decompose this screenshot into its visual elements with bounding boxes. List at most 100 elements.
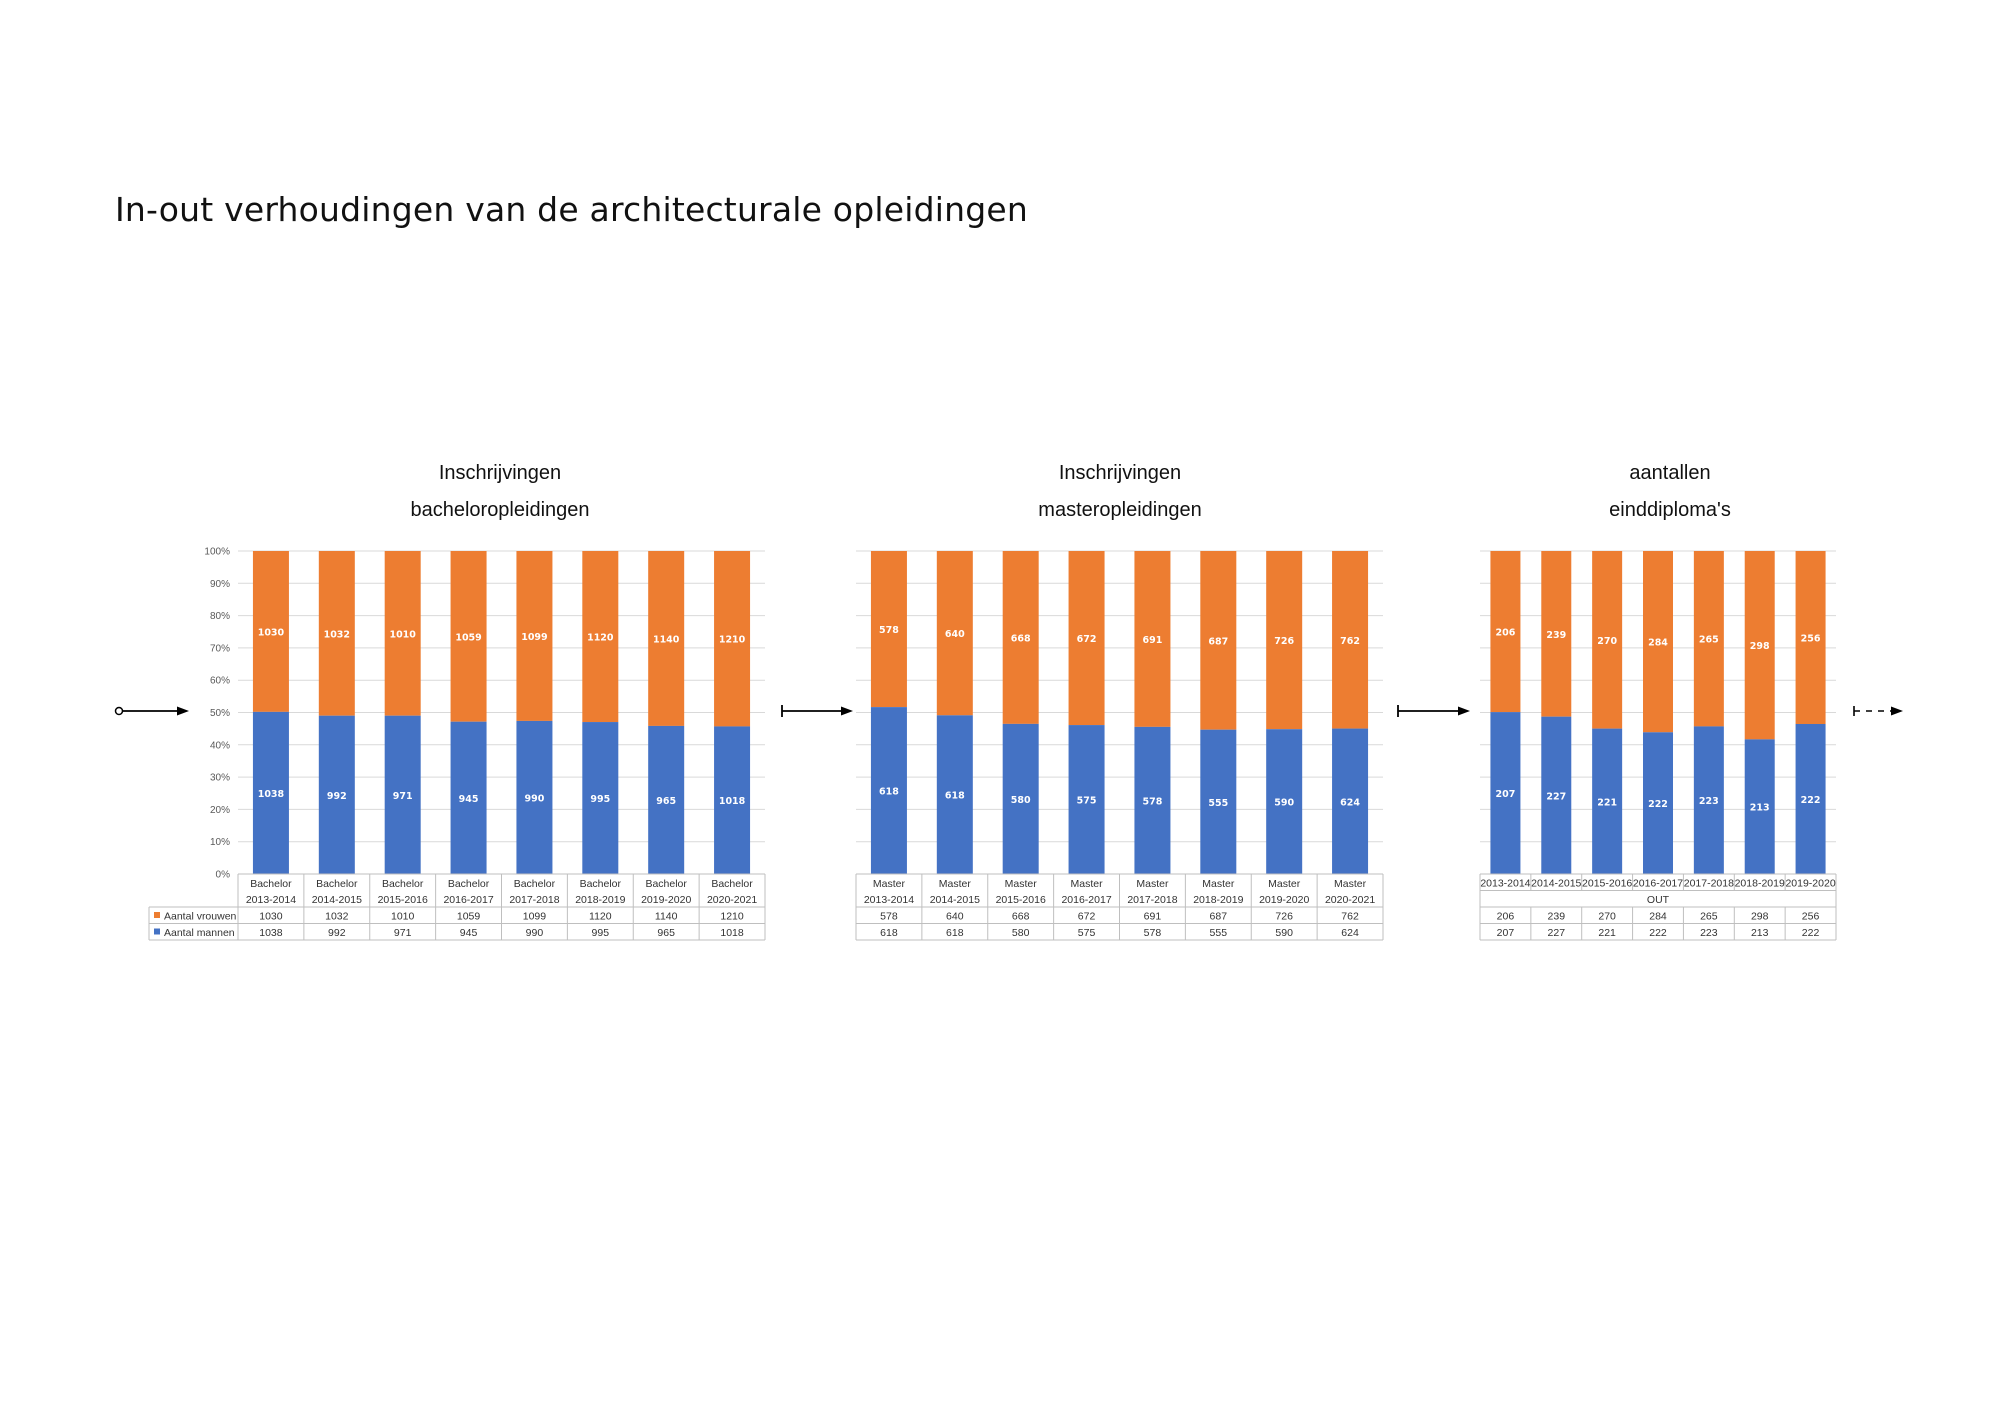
- category-label-line-2: 2017-2018: [509, 894, 559, 906]
- data-label-mannen: 992: [327, 791, 347, 802]
- data-label-vrouwen: 1030: [258, 627, 285, 638]
- table-value-vrouwen: 640: [946, 911, 964, 923]
- data-label-mannen: 223: [1699, 796, 1719, 807]
- bar-mannen: [1002, 723, 1039, 874]
- chart-title-bachelor: Inschrijvingen bacheloropleidingen: [350, 455, 650, 529]
- data-label-mannen: 945: [459, 794, 479, 805]
- y-tick-label: 50%: [210, 708, 230, 719]
- table-value-vrouwen: 239: [1548, 911, 1566, 923]
- category-label-line-2: 2015-2016: [378, 894, 428, 906]
- y-tick-label: 30%: [210, 773, 230, 784]
- bar-vrouwen: [1068, 551, 1105, 726]
- bar-vrouwen: [1744, 551, 1775, 740]
- table-value-mannen: 223: [1700, 927, 1718, 939]
- bar-mannen: [1200, 729, 1237, 874]
- category-label: 2019-2020: [1785, 878, 1835, 890]
- category-label-line-2: 2019-2020: [641, 894, 691, 906]
- bar-mannen: [516, 720, 553, 874]
- category-label-line-1: Bachelor: [645, 878, 687, 890]
- category-label-line-1: Master: [873, 878, 906, 890]
- bar-vrouwen: [870, 551, 907, 708]
- y-tick-label: 70%: [210, 643, 230, 654]
- table-value-mannen: 965: [657, 927, 675, 939]
- table-value-mannen: 992: [328, 927, 346, 939]
- bar-vrouwen: [1643, 551, 1673, 733]
- bar-vrouwen: [648, 551, 685, 726]
- data-label-vrouwen: 672: [1077, 634, 1097, 645]
- table-value-vrouwen: 206: [1497, 911, 1515, 923]
- data-label-mannen: 590: [1274, 798, 1294, 809]
- data-label-vrouwen: 298: [1750, 641, 1770, 652]
- table-value-vrouwen: 284: [1649, 911, 1667, 923]
- bar-mannen: [1134, 726, 1171, 874]
- data-label-mannen: 618: [945, 791, 965, 802]
- table-value-vrouwen: 726: [1275, 911, 1293, 923]
- data-label-vrouwen: 726: [1274, 636, 1294, 647]
- bar-mannen: [1266, 729, 1303, 874]
- bar-vrouwen: [1490, 551, 1521, 713]
- category-label-line-2: 2013-2014: [246, 894, 296, 906]
- category-label: 2015-2016: [1582, 878, 1632, 890]
- table-value-mannen: 222: [1802, 927, 1820, 939]
- data-label-vrouwen: 256: [1801, 633, 1821, 644]
- bar-vrouwen: [1693, 551, 1724, 727]
- table-value-vrouwen: 691: [1144, 911, 1162, 923]
- bar-vrouwen: [1002, 551, 1039, 724]
- table-value-mannen: 227: [1548, 927, 1566, 939]
- data-label-vrouwen: 284: [1648, 638, 1668, 649]
- table-value-mannen: 590: [1275, 927, 1293, 939]
- bar-vrouwen: [252, 551, 289, 712]
- bar-mannen: [1068, 725, 1105, 874]
- bar-mannen: [1592, 728, 1623, 874]
- category-label-line-2: 2016-2017: [1061, 894, 1111, 906]
- category-label: 2014-2015: [1531, 878, 1581, 890]
- table-value-vrouwen: 1010: [391, 911, 415, 923]
- page-title: In-out verhoudingen van de architectural…: [115, 190, 1028, 229]
- table-value-vrouwen: 270: [1598, 911, 1616, 923]
- table-value-vrouwen: 578: [880, 911, 898, 923]
- y-tick-label: 0%: [216, 870, 231, 881]
- category-label-line-1: Bachelor: [382, 878, 424, 890]
- table-value-mannen: 990: [526, 927, 544, 939]
- table-value-vrouwen: 1032: [325, 911, 349, 923]
- table-value-mannen: 971: [394, 927, 412, 939]
- bar-mannen: [1693, 726, 1724, 874]
- table-value-mannen: 575: [1078, 927, 1096, 939]
- bar-vrouwen: [1541, 551, 1572, 717]
- bar-vrouwen: [450, 551, 487, 722]
- category-label-line-1: Master: [1136, 878, 1169, 890]
- bar-mannen: [318, 715, 355, 874]
- bar-mannen: [1643, 732, 1673, 874]
- bar-vrouwen: [936, 551, 973, 716]
- chart-title-line-1: Inschrijvingen: [1058, 462, 1182, 484]
- data-label-mannen: 222: [1801, 795, 1821, 806]
- legend-label-vrouwen: Aantal vrouwen: [164, 911, 237, 923]
- category-label-line-2: 2016-2017: [443, 894, 493, 906]
- data-label-mannen: 207: [1496, 789, 1516, 800]
- chart-bachelor: 0% 10% 20% 30% 40% 50% 60% 70% 80% 90% 100% 1030 103…: [148, 547, 766, 941]
- category-label-line-2: 2019-2020: [1259, 894, 1309, 906]
- bar-mannen: [1332, 728, 1369, 874]
- table-value-vrouwen: 1099: [523, 911, 547, 923]
- y-tick-label: 20%: [210, 805, 230, 816]
- arrow-head-icon: [1458, 706, 1470, 716]
- chart-title-line-2: bacheloropleidingen: [410, 499, 590, 521]
- chart-title-line-1: Inschrijvingen: [438, 462, 562, 484]
- table-value-vrouwen: 256: [1802, 911, 1820, 923]
- data-label-vrouwen: 1032: [324, 629, 350, 640]
- chart-title-diploma: aantallen einddiploma's: [1520, 455, 1820, 529]
- table-value-vrouwen: 1210: [720, 911, 744, 923]
- category-label-line-2: 2020-2021: [707, 894, 757, 906]
- data-label-vrouwen: 1010: [389, 629, 416, 640]
- bar-mannen: [582, 722, 619, 874]
- y-tick-label: 100%: [204, 547, 230, 558]
- legend-key-mannen: [154, 928, 160, 935]
- y-tick-label: 80%: [210, 611, 230, 622]
- chart-title-line-2: einddiploma's: [1609, 499, 1731, 521]
- bar-mannen: [870, 707, 907, 874]
- bar-vrouwen: [516, 551, 553, 721]
- chart-title-line-1: aantallen: [1629, 462, 1711, 484]
- bar-mannen: [714, 726, 751, 874]
- bar-mannen: [384, 715, 421, 874]
